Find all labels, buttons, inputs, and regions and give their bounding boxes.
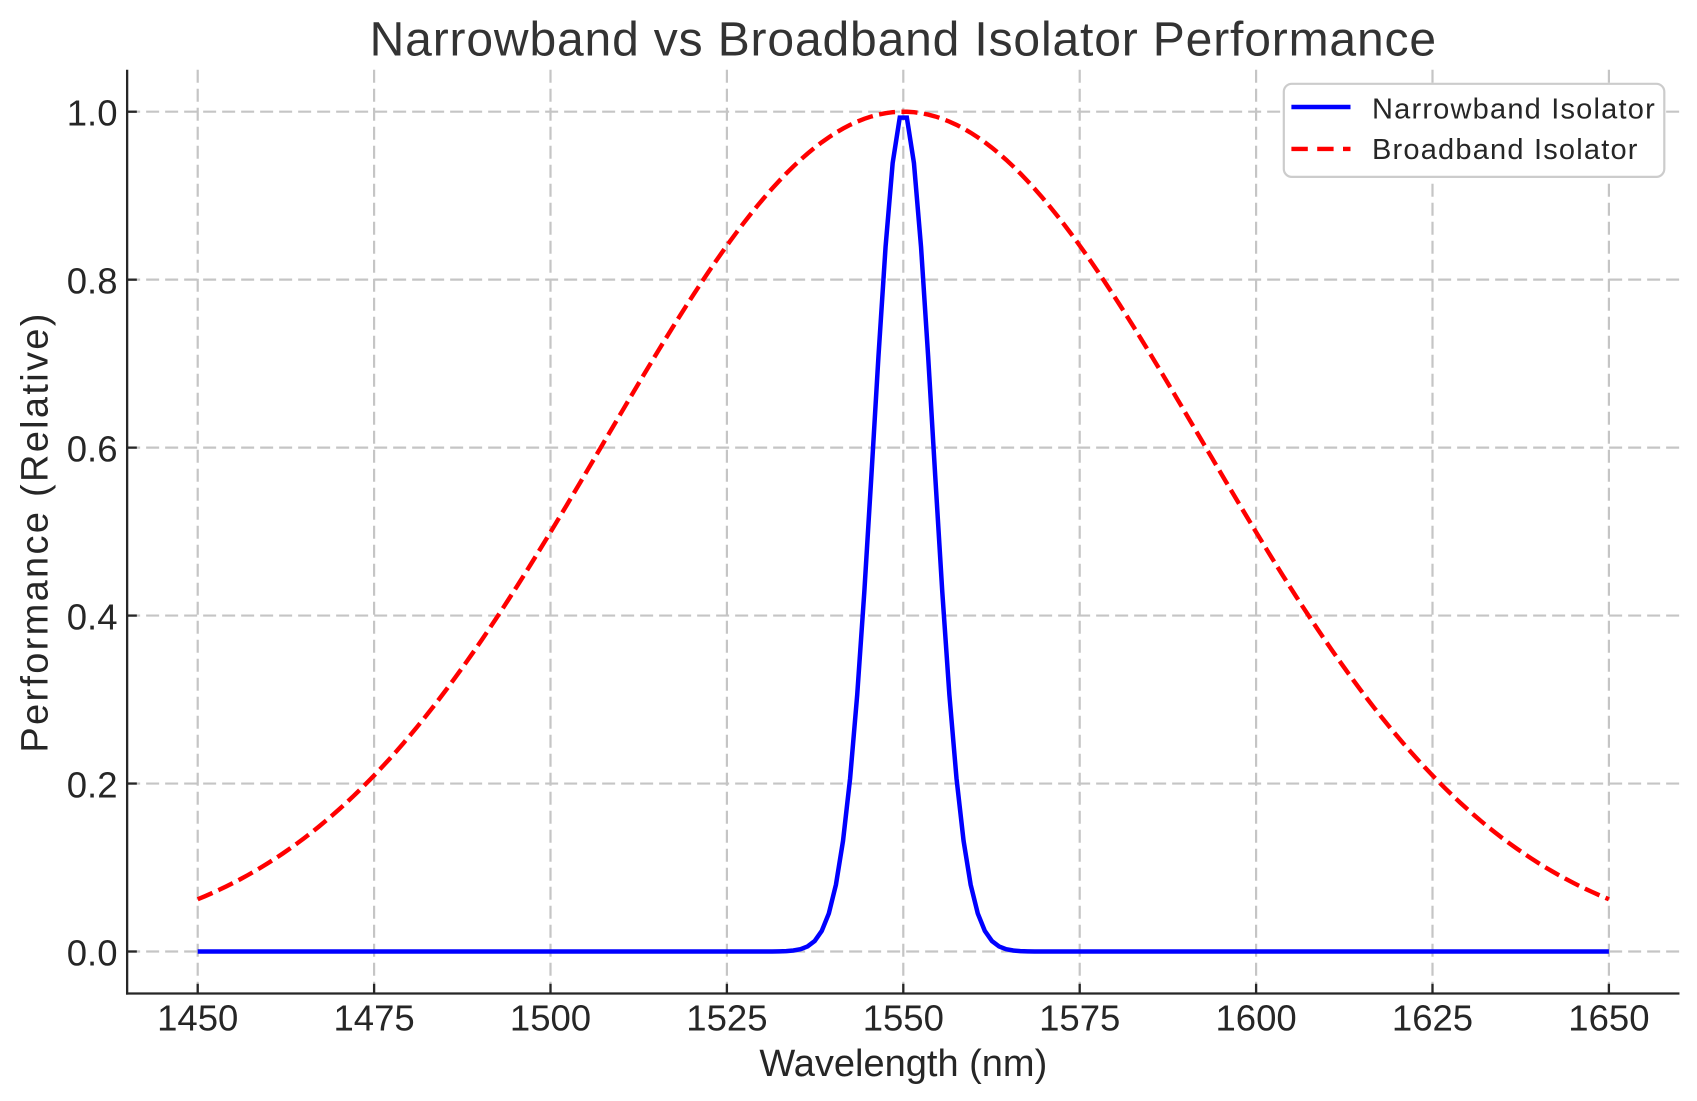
svg-text:Narrowband Isolator: Narrowband Isolator: [1372, 93, 1656, 125]
svg-text:0.8: 0.8: [67, 260, 118, 301]
svg-text:1550: 1550: [863, 998, 944, 1039]
svg-text:Broadband Isolator: Broadband Isolator: [1372, 134, 1639, 166]
svg-text:0.0: 0.0: [67, 932, 118, 973]
svg-text:0.4: 0.4: [67, 596, 118, 637]
svg-text:0.6: 0.6: [67, 428, 118, 469]
svg-text:1450: 1450: [157, 998, 238, 1039]
svg-text:Performance (Relative): Performance (Relative): [15, 311, 57, 752]
svg-text:1650: 1650: [1568, 998, 1649, 1039]
svg-text:1625: 1625: [1392, 998, 1473, 1039]
svg-text:1575: 1575: [1039, 998, 1120, 1039]
svg-text:Narrowband vs Broadband Isolat: Narrowband vs Broadband Isolator Perform…: [370, 13, 1437, 66]
svg-text:1475: 1475: [333, 998, 414, 1039]
svg-text:1500: 1500: [510, 998, 591, 1039]
svg-text:0.2: 0.2: [67, 764, 118, 805]
svg-text:1525: 1525: [686, 998, 767, 1039]
svg-text:1600: 1600: [1215, 998, 1296, 1039]
svg-text:Wavelength (nm): Wavelength (nm): [759, 1043, 1047, 1085]
svg-text:1.0: 1.0: [67, 93, 118, 134]
